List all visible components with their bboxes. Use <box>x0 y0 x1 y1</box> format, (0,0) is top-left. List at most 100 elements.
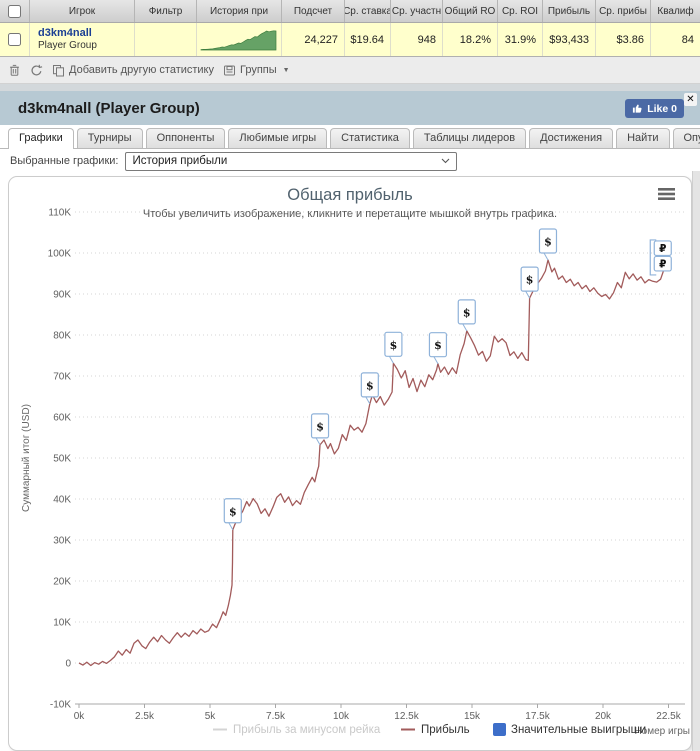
chart-subtitle: Чтобы увеличить изображение, кликните и … <box>143 208 557 220</box>
like-count-label: Like 0 <box>647 102 677 115</box>
y-tick-label: 110K <box>48 208 71 219</box>
legend-item-rake-free[interactable]: Прибыль за минусом рейка <box>213 724 381 736</box>
chart-title: Общая прибыль <box>287 186 412 204</box>
svg-text:$: $ <box>316 420 324 433</box>
svg-text:₽: ₽ <box>659 258 666 270</box>
significant-win-marker[interactable]: $ <box>538 228 558 261</box>
tab-find[interactable]: Найти <box>616 128 670 148</box>
groups-label: Группы <box>240 64 277 76</box>
stats-table-header: Игрок Фильтр История при Подсчет Ср. ста… <box>0 0 700 23</box>
facebook-like-button[interactable]: Like 0 <box>625 99 684 118</box>
x-tick-label: 20k <box>595 711 612 722</box>
toolbar: Добавить другую статистику Группы ▼ <box>0 57 700 84</box>
add-statistic-label: Добавить другую статистику <box>69 64 214 76</box>
col-filter[interactable]: Фильтр <box>135 0 197 22</box>
x-tick-label: 0k <box>74 711 86 722</box>
col-avg-entrants[interactable]: Ср. участн <box>391 0 443 22</box>
y-tick-label: 70K <box>53 372 71 383</box>
tab-leaderboards[interactable]: Таблицы лидеров <box>412 128 527 148</box>
chart-menu-icon[interactable] <box>658 188 675 200</box>
end-win-marker-cluster[interactable]: ₽₽ <box>649 239 672 276</box>
profit-value: $93,433 <box>543 23 596 56</box>
legend-item-significant-wins[interactable]: Значительные выигрыши <box>493 723 646 736</box>
row-checkbox[interactable] <box>8 33 21 46</box>
close-icon[interactable]: ✕ <box>684 93 697 106</box>
y-tick-label: 80K <box>53 331 71 342</box>
tab-achievements[interactable]: Достижения <box>529 128 614 148</box>
tab-statistics[interactable]: Статистика <box>330 128 410 148</box>
y-tick-label: 10K <box>53 618 71 629</box>
groups-button[interactable]: Группы ▼ <box>223 64 290 77</box>
svg-text:$: $ <box>526 274 534 287</box>
col-avg-profit[interactable]: Ср. прибы <box>596 0 651 22</box>
x-tick-label: 17.5k <box>525 711 550 722</box>
y-tick-label: 30K <box>53 536 71 547</box>
player-cell: d3km4nall Player Group <box>30 23 135 56</box>
col-qualified[interactable]: Квалиф <box>657 5 694 17</box>
svg-text:$: $ <box>544 235 552 248</box>
profit-line <box>78 259 664 667</box>
y-tick-label: -10K <box>50 700 71 711</box>
col-avg-stake[interactable]: Ср. ставка <box>345 0 391 22</box>
count-value: 24,227 <box>282 23 345 56</box>
significant-win-marker[interactable]: $ <box>310 413 330 446</box>
svg-text:$: $ <box>463 306 471 319</box>
col-avg-roi[interactable]: Ср. ROI <box>498 0 543 22</box>
select-all-checkbox[interactable] <box>8 4 21 18</box>
svg-text:$: $ <box>434 339 442 352</box>
svg-text:$: $ <box>390 339 398 352</box>
col-count[interactable]: Подсчет <box>282 0 345 22</box>
trash-icon <box>10 64 19 76</box>
significant-win-marker[interactable]: $ <box>223 498 242 530</box>
legend: Прибыль за минусом рейка Прибыль Значите… <box>213 723 646 736</box>
tab-favorite-games[interactable]: Любимые игры <box>228 128 328 148</box>
thumb-up-icon <box>633 104 642 113</box>
significant-win-marker[interactable]: $ <box>360 372 379 405</box>
avg-entrants-value: 948 <box>391 23 443 56</box>
x-tick-label: 22.5k <box>656 711 681 722</box>
selected-charts-label: Выбранные графики: <box>10 155 119 167</box>
refresh-button[interactable] <box>30 64 43 77</box>
scrollbar-track[interactable] <box>692 171 700 751</box>
y-tick-label: 20K <box>53 577 71 588</box>
y-tick-label: 40K <box>53 495 71 506</box>
significant-win-marker[interactable]: $ <box>384 331 403 364</box>
y-tick-label: 100K <box>48 249 72 260</box>
col-total-roi[interactable]: Общий RO <box>443 0 498 22</box>
select-all-checkbox-cell <box>0 0 30 22</box>
stats-table: Игрок Фильтр История при Подсчет Ср. ста… <box>0 0 700 57</box>
x-tick-label: 10k <box>333 711 350 722</box>
legend-item-profit[interactable]: Прибыль <box>401 724 470 736</box>
profit-history-sparkline[interactable] <box>197 23 282 56</box>
col-player[interactable]: Игрок <box>30 0 135 22</box>
avg-stake-value: $19.64 <box>345 23 391 56</box>
significant-win-marker[interactable]: $ <box>520 266 539 299</box>
legend-label-rake-free: Прибыль за минусом рейка <box>233 724 381 736</box>
chart-select[interactable]: История прибыли <box>125 151 458 171</box>
tab-publish[interactable]: Опубликовать <box>672 128 700 148</box>
chart-controls: Выбранные графики: История прибыли <box>0 149 700 173</box>
significant-win-marker[interactable]: $ <box>457 299 476 332</box>
player-name-link[interactable]: d3km4nall <box>38 27 92 39</box>
col-profit[interactable]: Прибыль <box>543 0 596 22</box>
tab-tournaments[interactable]: Турниры <box>76 128 143 148</box>
y-tick-label: 90K <box>53 290 71 301</box>
svg-text:₽: ₽ <box>659 243 666 255</box>
legend-label-profit: Прибыль <box>421 724 470 736</box>
tab-charts[interactable]: Графики <box>8 128 74 149</box>
add-statistic-button[interactable]: Добавить другую статистику <box>52 64 214 77</box>
tab-opponents[interactable]: Оппоненты <box>145 128 226 148</box>
qualified-value: 84 <box>681 33 694 46</box>
copy-icon <box>53 64 64 76</box>
tabs-bar: Графики Турниры Оппоненты Любимые игры С… <box>0 125 700 149</box>
x-axis-title: Номер игры <box>634 726 690 737</box>
groups-icon <box>224 65 235 75</box>
chevron-down-icon: ▼ <box>282 66 290 74</box>
significant-win-marker[interactable]: $ <box>428 332 448 364</box>
col-history[interactable]: История при <box>197 0 282 22</box>
x-tick-label: 7.5k <box>266 711 286 722</box>
avg-roi-value: 31.9% <box>498 23 543 56</box>
chart-select-value: История прибыли <box>132 155 228 167</box>
delete-button[interactable] <box>8 64 21 77</box>
y-tick-label: 50K <box>53 454 71 465</box>
